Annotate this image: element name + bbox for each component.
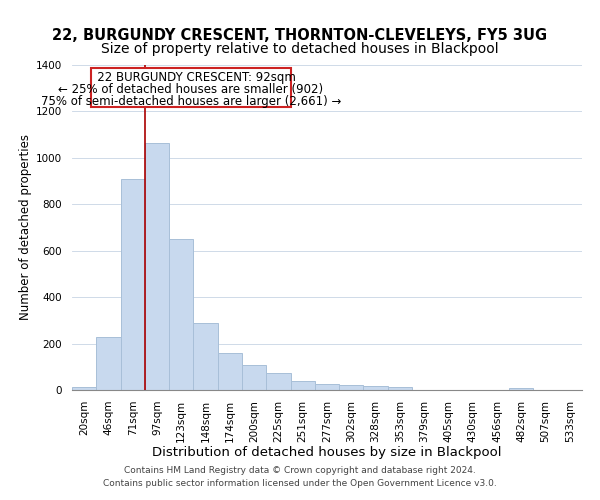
Bar (509, 388, 533, 390)
Bar (96, 337, 121, 390)
Bar (193, 322, 218, 390)
Text: Contains HM Land Registry data © Crown copyright and database right 2024.
Contai: Contains HM Land Registry data © Crown c… (103, 466, 497, 487)
Bar (218, 354, 242, 390)
Y-axis label: Number of detached properties: Number of detached properties (19, 134, 32, 320)
Text: Size of property relative to detached houses in Blackpool: Size of property relative to detached ho… (101, 42, 499, 56)
X-axis label: Distribution of detached houses by size in Blackpool: Distribution of detached houses by size … (152, 446, 502, 459)
Bar (242, 365, 266, 390)
Bar (266, 374, 290, 390)
Bar (315, 384, 339, 390)
Text: ← 25% of detached houses are smaller (902): ← 25% of detached houses are smaller (90… (58, 82, 323, 96)
Text: 22, BURGUNDY CRESCENT, THORNTON-CLEVELEYS, FY5 3UG: 22, BURGUNDY CRESCENT, THORNTON-CLEVELEY… (52, 28, 548, 42)
Bar (364, 386, 388, 390)
Bar (121, 179, 145, 390)
Bar (290, 380, 315, 390)
Bar (145, 143, 169, 390)
Bar (169, 239, 193, 390)
Bar (72, 386, 96, 390)
Text: 22 BURGUNDY CRESCENT: 92sqm: 22 BURGUNDY CRESCENT: 92sqm (86, 70, 296, 84)
Bar (388, 387, 412, 390)
FancyBboxPatch shape (91, 68, 290, 108)
Bar (339, 386, 364, 390)
Text: 75% of semi-detached houses are larger (2,661) →: 75% of semi-detached houses are larger (… (41, 94, 341, 108)
